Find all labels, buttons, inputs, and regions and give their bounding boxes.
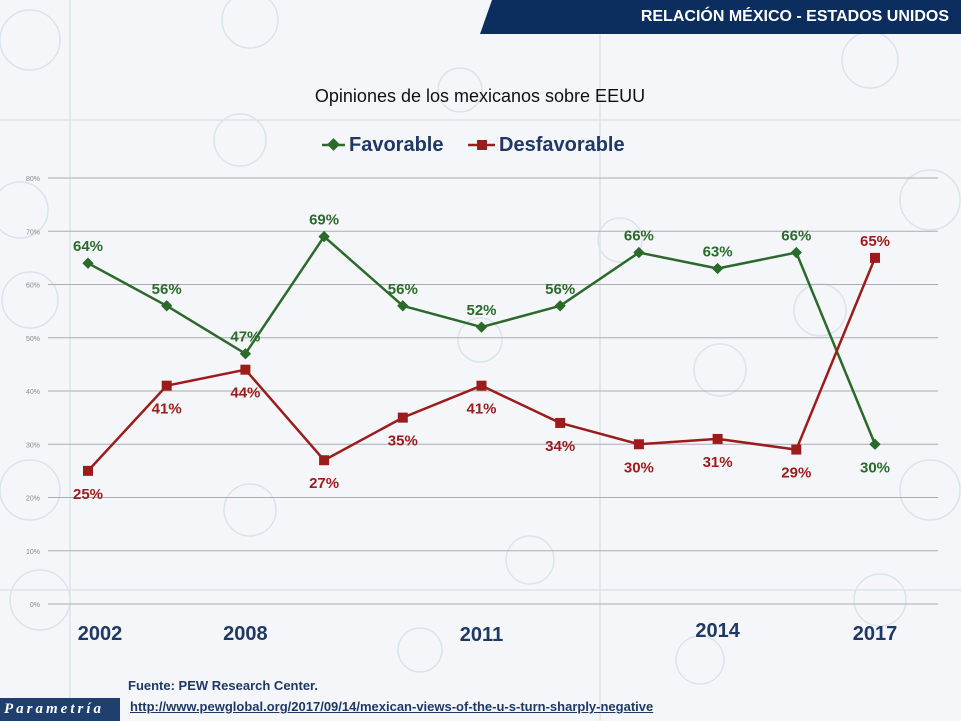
data-label-desfavorable: 34% (545, 438, 575, 455)
data-label-desfavorable: 41% (152, 401, 182, 418)
data-point-desfavorable (397, 412, 408, 423)
y-tick-label: 20% (26, 496, 40, 503)
x-year-label: 2017 (853, 623, 898, 645)
data-label-desfavorable: 29% (781, 465, 811, 482)
data-label-favorable: 63% (703, 244, 733, 261)
data-point-favorable (397, 300, 409, 312)
x-year-label: 2014 (695, 620, 740, 642)
data-label-desfavorable: 35% (388, 433, 418, 450)
data-point-favorable (869, 438, 881, 450)
chart-title: Opiniones de los mexicanos sobre EEUU (315, 86, 645, 106)
data-label-favorable: 69% (309, 212, 339, 229)
legend-favorable-label: Favorable (349, 134, 443, 156)
data-point-favorable (161, 300, 173, 312)
data-point-favorable (239, 348, 252, 360)
data-label-favorable: 52% (466, 302, 496, 319)
x-axis-year-labels: 2002 2008 2011 2014 2017 (78, 620, 898, 646)
data-label-desfavorable: 25% (73, 486, 103, 503)
data-label-desfavorable: 30% (624, 459, 654, 476)
data-point-desfavorable (83, 465, 93, 476)
data-label-favorable: 56% (152, 281, 182, 298)
y-axis-ticks: 0% 10% 20% 30% 40% 50% 60% 70% 80% (26, 176, 40, 609)
data-point-favorable (475, 321, 488, 333)
data-point-desfavorable (476, 380, 487, 391)
data-label-desfavorable: 27% (309, 475, 339, 492)
data-label-desfavorable: 44% (230, 385, 260, 402)
y-tick-label: 40% (26, 389, 40, 396)
data-label-favorable: 66% (781, 228, 811, 245)
data-point-desfavorable (161, 380, 172, 391)
legend-desfavorable-marker-icon (477, 140, 487, 150)
data-label-desfavorable: 65% (860, 233, 890, 250)
y-tick-label: 0% (30, 602, 40, 609)
data-label-favorable: 64% (73, 238, 103, 255)
data-label-favorable: 66% (624, 228, 654, 245)
series-lines (87, 235, 877, 472)
data-label-favorable: 30% (860, 459, 890, 476)
chart-gridlines (48, 177, 938, 605)
header-banner: RELACIÓN MÉXICO - ESTADOS UNIDOS (480, 0, 961, 34)
y-tick-label: 10% (26, 549, 40, 556)
series-markers (82, 230, 881, 476)
source-link[interactable]: http://www.pewglobal.org/2017/09/14/mexi… (130, 699, 654, 714)
data-label-favorable: 47% (230, 329, 260, 346)
data-point-desfavorable (240, 364, 251, 375)
data-point-desfavorable (870, 252, 880, 263)
data-point-favorable (318, 230, 330, 243)
data-point-favorable (82, 257, 94, 269)
data-point-desfavorable (633, 439, 644, 450)
y-tick-label: 80% (26, 176, 40, 183)
source-text: Fuente: PEW Research Center. (128, 678, 318, 693)
data-point-desfavorable (319, 455, 330, 466)
series-line-desfavorable (87, 257, 877, 472)
x-year-label: 2008 (223, 623, 268, 645)
parametria-logo: Parametría (0, 698, 120, 721)
y-tick-label: 60% (26, 283, 40, 290)
data-label-desfavorable: 41% (466, 401, 496, 418)
data-point-desfavorable (791, 444, 802, 455)
data-point-favorable (554, 300, 566, 312)
data-label-favorable: 56% (545, 281, 575, 298)
data-point-favorable (790, 246, 802, 259)
chart-legend: Favorable Desfavorable (322, 134, 625, 156)
x-year-label: 2011 (460, 624, 503, 646)
y-tick-label: 30% (26, 442, 40, 449)
y-tick-label: 70% (26, 229, 40, 236)
x-year-label: 2002 (78, 623, 123, 645)
data-labels: 64% 56% 47% 69% 56% 52% 56% 66% 63% 66% 30% 25% 41% 4… (73, 212, 890, 503)
data-label-favorable: 56% (388, 281, 418, 298)
legend-desfavorable-label: Desfavorable (499, 134, 625, 156)
data-point-desfavorable (555, 417, 566, 428)
data-point-desfavorable (712, 433, 723, 444)
data-point-favorable (711, 262, 724, 275)
y-tick-label: 50% (26, 336, 40, 343)
data-label-desfavorable: 31% (703, 454, 733, 471)
legend-favorable-marker-icon (327, 138, 340, 151)
